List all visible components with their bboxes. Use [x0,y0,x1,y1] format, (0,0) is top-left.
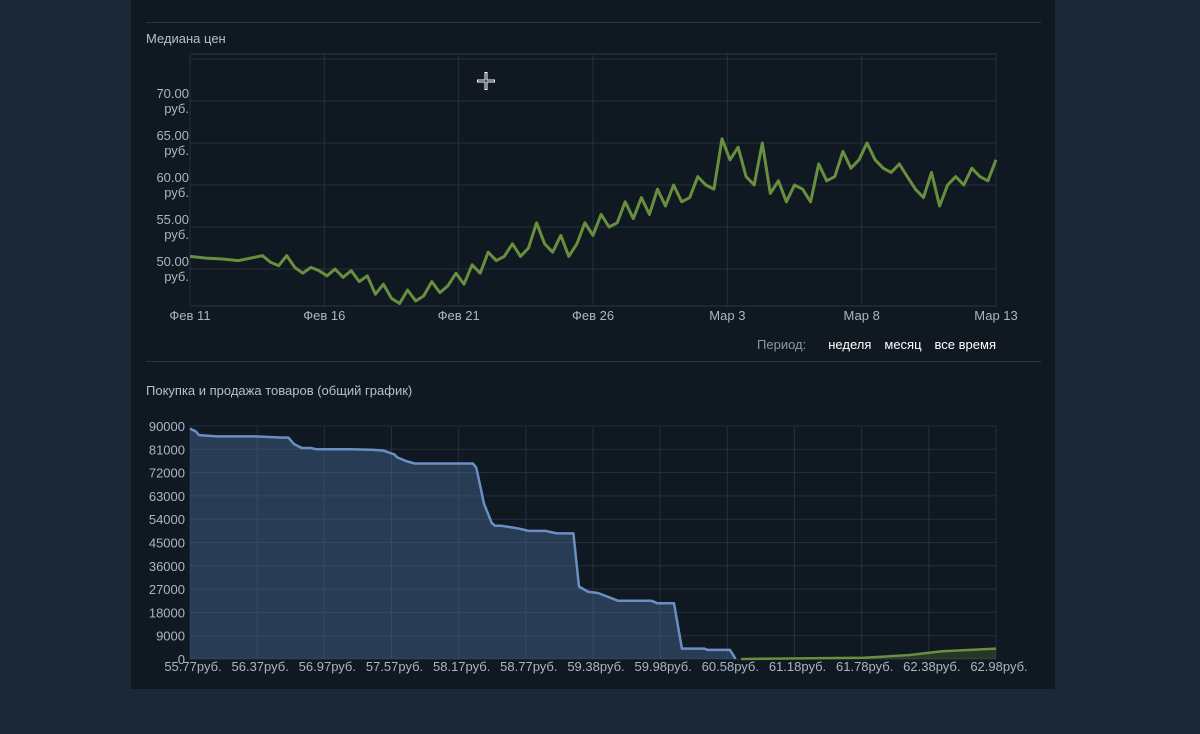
y-tick-label: 45000 [149,536,185,551]
y-tick-label: 36000 [149,559,185,574]
x-tick-label: Фев 26 [572,308,614,323]
x-tick-label: Фев 11 [169,308,210,323]
crosshair-cursor-icon [476,71,496,96]
y-tick-label: 70.00 [156,86,189,101]
x-tick-label: 58.77руб. [500,659,557,674]
y-tick-label: 9000 [156,629,185,644]
period-label: Период: [757,337,807,352]
x-tick-label: Мар 3 [709,308,745,323]
x-tick-label: 56.37руб. [232,659,289,674]
period-month-link[interactable]: месяц [884,337,922,352]
y-tick-unit: руб. [164,143,189,158]
y-tick-label: 72000 [149,466,185,481]
y-tick-label: 18000 [149,605,185,620]
x-tick-label: 59.98руб. [635,659,692,674]
x-tick-label: Фев 21 [438,308,480,323]
orders-chart-title: Покупка и продажа товаров (общий график) [146,383,413,398]
buy-orders-line [189,427,737,660]
y-tick-unit: руб. [164,101,189,116]
median-price-line [189,137,998,305]
y-tick-label: 50.00 [156,254,189,269]
x-tick-label: 62.98руб. [970,659,1027,674]
period-week-link[interactable]: неделя [828,337,872,352]
y-tick-label: 55.00 [156,212,189,227]
x-tick-label: 61.78руб. [836,659,893,674]
sell-orders-line [741,647,997,661]
x-tick-label: 56.97руб. [299,659,356,674]
y-tick-label: 63000 [149,489,185,504]
y-tick-label: 27000 [149,582,185,597]
y-tick-label: 90000 [149,419,185,434]
y-tick-label: 65.00 [156,128,189,143]
period-selector: Период: неделя месяц все время [757,337,996,352]
buy-orders-area [190,428,736,659]
x-tick-label: Фев 16 [303,308,345,323]
x-tick-label: 62.38руб. [903,659,960,674]
divider-middle [146,361,1041,362]
divider-top [146,22,1041,23]
median-chart-title: Медиана цен [146,31,226,46]
x-tick-label: 57.57руб. [366,659,423,674]
x-tick-label: 61.18руб. [769,659,826,674]
x-tick-label: 60.58руб. [702,659,759,674]
sell-orders-area [741,648,996,659]
x-tick-label: 58.17руб. [433,659,490,674]
y-tick-label: 0 [178,652,185,667]
x-tick-label: Мар 8 [844,308,880,323]
y-tick-unit: руб. [164,269,189,284]
period-all-time-link[interactable]: все время [934,337,996,352]
y-tick-unit: руб. [164,227,189,242]
y-tick-label: 54000 [149,512,185,527]
y-tick-label: 60.00 [156,170,189,185]
x-tick-label: 55.77руб. [164,659,221,674]
x-tick-label: 59.38руб. [567,659,624,674]
x-tick-label: Мар 13 [974,308,1018,323]
y-tick-unit: руб. [164,185,189,200]
y-tick-label: 81000 [149,442,185,457]
